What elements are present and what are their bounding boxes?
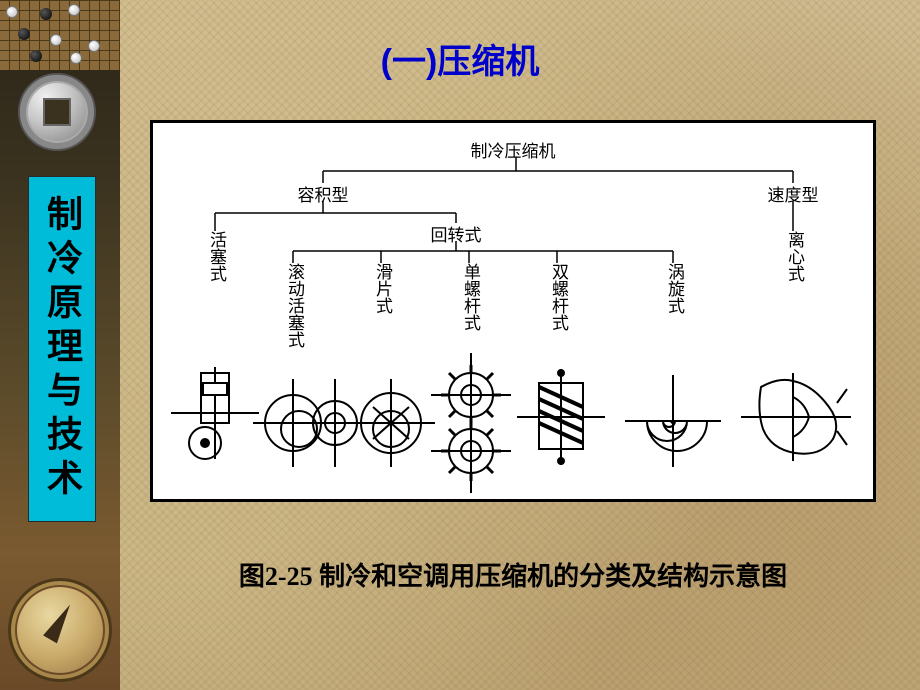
branch-velocity-label: 速度型 (763, 181, 823, 206)
page-title: (一)压缩机 (0, 34, 920, 83)
mech-single-screw-icon (431, 353, 511, 493)
leaf-sliding-vane-label: 滑片式 (373, 263, 391, 314)
mech-centrifugal-icon (741, 367, 851, 467)
leaf-rolling-label: 滚动活塞式 (285, 263, 303, 348)
sidebar-title: 制冷原理与技术 (38, 195, 86, 503)
coin-decoration (18, 73, 96, 151)
mech-twin-screw-icon (517, 367, 605, 467)
compass-decoration (8, 578, 112, 682)
leaf-piston-label: 活塞式 (207, 231, 225, 282)
leaf-single-screw-label: 单螺杆式 (461, 263, 479, 331)
mech-piston-icon (171, 363, 259, 463)
branch-rotary-label: 回转式 (426, 221, 486, 246)
figure-caption: 图2-25 制冷和空调用压缩机的分类及结构示意图 (150, 556, 876, 593)
sidebar-title-panel: 制冷原理与技术 (28, 176, 96, 522)
leaf-centrifugal-label: 离心式 (785, 231, 803, 282)
leaf-scroll-label: 涡旋式 (665, 263, 683, 314)
branch-volumetric-label: 容积型 (293, 181, 353, 206)
mech-scroll-icon (625, 371, 721, 471)
mech-sliding-vane-icon (347, 373, 435, 473)
leaf-twin-screw-label: 双螺杆式 (549, 263, 567, 331)
classification-diagram: 制冷压缩机 容积型 速度型 活塞式 回转式 滚动活塞式 滑片式 单螺杆式 双螺杆… (150, 120, 876, 502)
tree-root-label: 制冷压缩机 (153, 137, 873, 162)
